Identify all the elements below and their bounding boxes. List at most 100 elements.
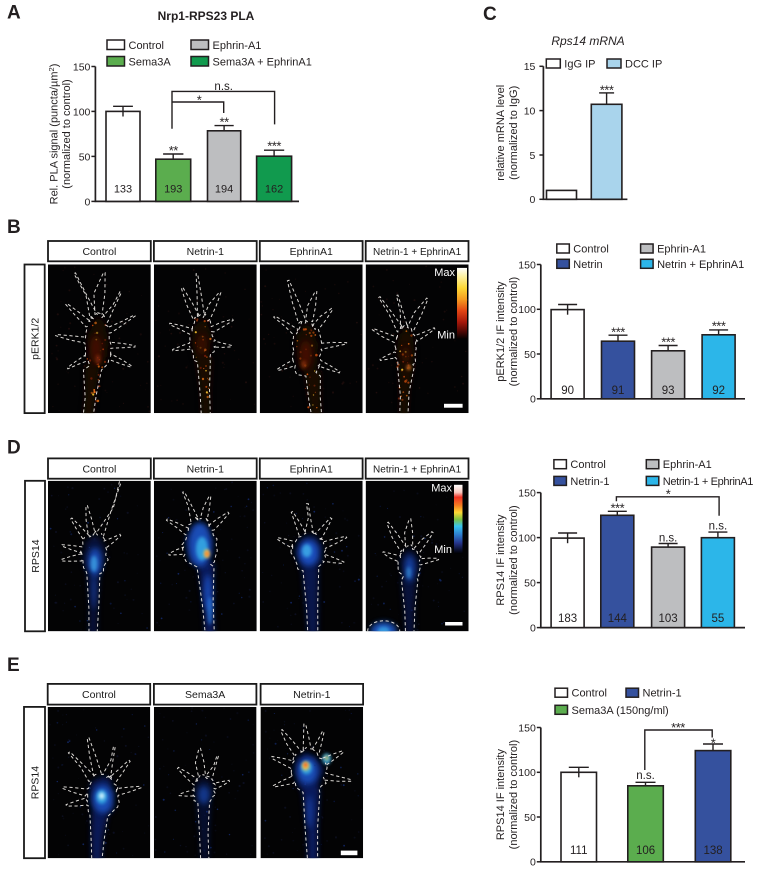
svg-text:0: 0 xyxy=(530,394,536,406)
svg-text:Max: Max xyxy=(431,483,452,495)
svg-text:Control: Control xyxy=(82,463,116,475)
svg-text:EphrinA1: EphrinA1 xyxy=(290,246,333,258)
svg-text:pERK1/2 IF intensity: pERK1/2 IF intensity xyxy=(495,281,507,382)
svg-text:RPS14 IF intensity: RPS14 IF intensity xyxy=(495,749,507,841)
svg-text:D: D xyxy=(7,438,21,459)
svg-text:RPS14: RPS14 xyxy=(30,539,42,572)
svg-text:E: E xyxy=(7,655,20,676)
svg-text:10: 10 xyxy=(524,106,536,118)
svg-text:Control: Control xyxy=(572,688,607,700)
svg-text:103: 103 xyxy=(659,613,678,625)
svg-text:100: 100 xyxy=(518,304,536,316)
svg-text:106: 106 xyxy=(636,845,655,857)
svg-text:0: 0 xyxy=(530,857,536,869)
svg-text:B: B xyxy=(7,217,21,238)
svg-text:Ephrin-A1: Ephrin-A1 xyxy=(213,40,262,52)
svg-text:50: 50 xyxy=(79,151,91,163)
svg-text:193: 193 xyxy=(164,184,182,196)
svg-text:Control: Control xyxy=(573,244,608,256)
svg-text:Rps14 mRNA: Rps14 mRNA xyxy=(551,34,624,48)
svg-text:***: *** xyxy=(712,318,726,333)
svg-text:Sema3A: Sema3A xyxy=(129,57,172,69)
svg-text:111: 111 xyxy=(570,845,587,857)
svg-text:Netrin-1: Netrin-1 xyxy=(187,246,225,258)
svg-text:0: 0 xyxy=(530,194,536,206)
svg-text:Sema3A (150ng/ml): Sema3A (150ng/ml) xyxy=(572,705,669,717)
svg-text:***: *** xyxy=(671,720,685,735)
svg-text:133: 133 xyxy=(114,184,132,196)
svg-text:Netrin: Netrin xyxy=(573,259,602,271)
svg-text:n.s.: n.s. xyxy=(636,770,655,782)
svg-text:(normalized to control): (normalized to control) xyxy=(508,740,520,849)
svg-text:90: 90 xyxy=(561,385,574,397)
svg-text:*: * xyxy=(197,92,202,107)
svg-text:(normalized to IgG): (normalized to IgG) xyxy=(508,86,520,180)
svg-text:144: 144 xyxy=(608,613,628,625)
svg-text:150: 150 xyxy=(518,259,536,271)
svg-text:Max: Max xyxy=(434,267,455,279)
svg-text:0: 0 xyxy=(85,196,91,208)
svg-text:Rel. PLA signal (puncta/µm2): Rel. PLA signal (puncta/µm2) xyxy=(47,64,61,205)
svg-text:pERK1/2: pERK1/2 xyxy=(29,318,41,360)
svg-text:15: 15 xyxy=(524,61,536,73)
svg-text:100: 100 xyxy=(73,106,91,118)
svg-text:100: 100 xyxy=(518,767,536,779)
svg-text:n.s.: n.s. xyxy=(659,533,678,545)
svg-text:**: ** xyxy=(220,114,230,129)
svg-text:Sema3A + EphrinA1: Sema3A + EphrinA1 xyxy=(213,57,312,69)
svg-text:Netrin-1: Netrin-1 xyxy=(187,463,225,475)
svg-text:*: * xyxy=(666,486,671,501)
svg-text:162: 162 xyxy=(265,184,283,196)
svg-text:EphrinA1: EphrinA1 xyxy=(290,463,333,475)
svg-text:***: *** xyxy=(267,138,281,153)
svg-text:138: 138 xyxy=(703,845,722,857)
svg-text:150: 150 xyxy=(73,61,91,73)
svg-text:Control: Control xyxy=(82,689,116,701)
svg-text:***: *** xyxy=(661,334,675,349)
svg-text:91: 91 xyxy=(612,385,625,397)
svg-text:50: 50 xyxy=(524,578,536,590)
svg-text:Nrp1-RPS23 PLA: Nrp1-RPS23 PLA xyxy=(158,9,255,23)
svg-text:150: 150 xyxy=(518,722,536,734)
svg-text:(normalized to control): (normalized to control) xyxy=(508,277,520,386)
svg-text:92: 92 xyxy=(712,385,725,397)
svg-text:Sema3A: Sema3A xyxy=(185,689,225,701)
svg-text:55: 55 xyxy=(712,613,725,625)
svg-text:**: ** xyxy=(169,143,179,158)
svg-text:50: 50 xyxy=(524,349,536,361)
svg-text:Control: Control xyxy=(570,459,605,471)
svg-text:Control: Control xyxy=(129,40,164,52)
svg-text:DCC IP: DCC IP xyxy=(625,59,662,71)
svg-text:Netrin-1 + EphrinA1: Netrin-1 + EphrinA1 xyxy=(373,247,462,258)
svg-text:n.s.: n.s. xyxy=(214,81,233,93)
svg-text:150: 150 xyxy=(518,488,536,500)
svg-text:A: A xyxy=(7,3,21,24)
svg-text:5: 5 xyxy=(530,150,536,162)
svg-text:(normalized to control): (normalized to control) xyxy=(508,505,520,614)
svg-text:(normalized to control): (normalized to control) xyxy=(61,79,73,188)
svg-text:183: 183 xyxy=(558,613,577,625)
svg-text:0: 0 xyxy=(530,623,536,635)
svg-text:Netrin-1: Netrin-1 xyxy=(293,689,331,701)
svg-text:100: 100 xyxy=(518,533,536,545)
svg-text:IgG IP: IgG IP xyxy=(564,59,595,71)
svg-text:n.s.: n.s. xyxy=(709,521,728,533)
svg-text:***: *** xyxy=(610,501,624,516)
svg-text:Netrin-1 + EphrinA1: Netrin-1 + EphrinA1 xyxy=(373,464,462,475)
svg-text:C: C xyxy=(483,4,497,25)
svg-text:*: * xyxy=(711,735,716,750)
svg-text:Min: Min xyxy=(434,544,452,556)
svg-text:Min: Min xyxy=(437,330,455,342)
svg-text:194: 194 xyxy=(215,184,233,196)
svg-text:RPS14 IF intensity: RPS14 IF intensity xyxy=(495,514,507,606)
svg-text:Control: Control xyxy=(82,246,116,258)
svg-text:Netrin-1 + EphrinA1: Netrin-1 + EphrinA1 xyxy=(663,476,753,488)
svg-text:Ephrin-A1: Ephrin-A1 xyxy=(657,244,706,256)
svg-text:***: *** xyxy=(600,82,614,97)
svg-text:93: 93 xyxy=(662,385,675,397)
svg-text:Netrin-1: Netrin-1 xyxy=(643,688,682,700)
svg-text:Netrin + EphrinA1: Netrin + EphrinA1 xyxy=(657,259,744,271)
svg-text:Ephrin-A1: Ephrin-A1 xyxy=(663,459,712,471)
svg-text:***: *** xyxy=(611,324,625,339)
svg-text:Netrin-1: Netrin-1 xyxy=(570,476,609,488)
